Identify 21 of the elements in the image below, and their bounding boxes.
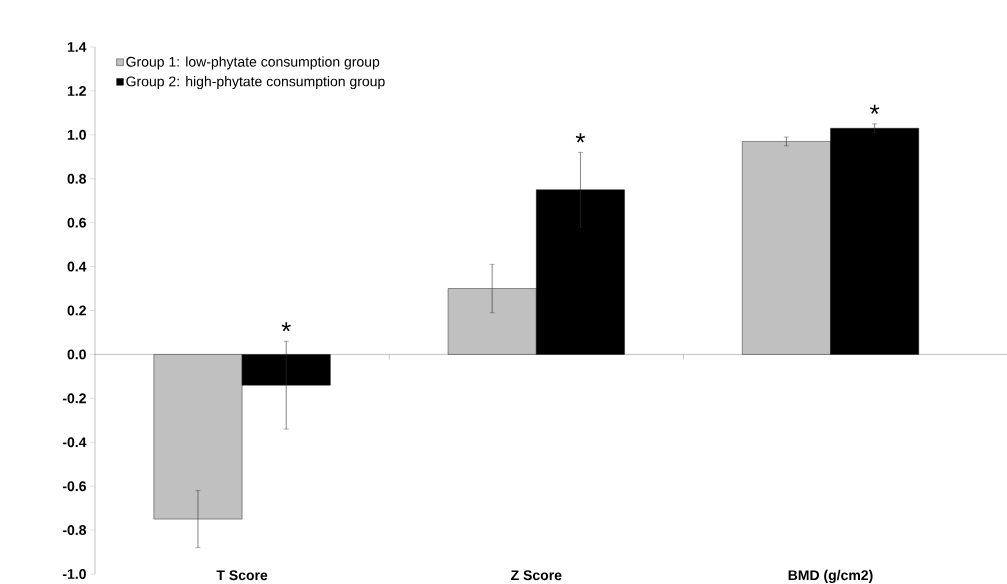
- y-tick-label: 0.2: [67, 305, 86, 316]
- y-tick-label: 0.0: [67, 349, 86, 360]
- y-tick-label: -0.6: [62, 481, 86, 492]
- y-tick-label: 1.4: [67, 42, 87, 52]
- y-tick-label: -1.0: [62, 569, 86, 579]
- legend-label: Group 2: high-phytate consumption group: [126, 76, 385, 90]
- y-tick-label: 0.8: [67, 173, 87, 184]
- y-tick-label: 0.6: [67, 217, 86, 228]
- x-tick-label: T Score: [216, 570, 268, 581]
- y-tick-label: 1.2: [67, 86, 86, 96]
- x-tick-label: Z Score: [511, 570, 562, 581]
- y-tick-label: 1.0: [67, 129, 86, 140]
- annotation: *: [575, 133, 586, 143]
- legend-label: Group 1: low-phytate consumption group: [126, 56, 380, 70]
- y-tick-label: -0.8: [62, 525, 87, 536]
- y-tick-label: -0.2: [62, 393, 86, 404]
- y-tick-label: -0.4: [62, 437, 87, 448]
- x-tick-label: BMD (g/cm2): [788, 569, 873, 583]
- annotation: *: [869, 104, 880, 114]
- annotation: *: [281, 322, 291, 332]
- y-tick-label: 0.4: [67, 261, 87, 272]
